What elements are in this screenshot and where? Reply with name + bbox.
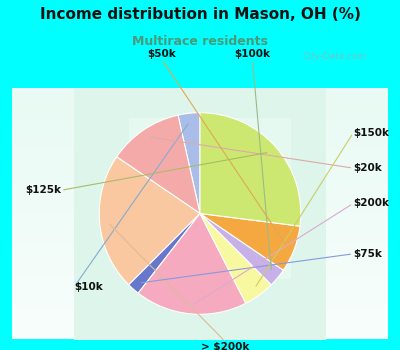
Wedge shape — [200, 214, 271, 303]
Text: $150k: $150k — [353, 128, 389, 138]
Text: $20k: $20k — [353, 163, 382, 173]
Bar — [130, 118, 291, 279]
Text: Income distribution in Mason, OH (%): Income distribution in Mason, OH (%) — [40, 7, 360, 22]
Text: $100k: $100k — [234, 49, 270, 59]
Wedge shape — [200, 113, 301, 226]
Text: > $200k: > $200k — [201, 342, 249, 350]
Text: $50k: $50k — [147, 49, 176, 59]
Wedge shape — [129, 214, 200, 293]
Wedge shape — [178, 113, 200, 214]
Text: City-Data.com: City-Data.com — [302, 52, 366, 61]
Text: Multirace residents: Multirace residents — [132, 35, 268, 48]
Wedge shape — [99, 157, 200, 285]
Wedge shape — [138, 214, 246, 314]
Text: $10k: $10k — [74, 282, 103, 292]
Wedge shape — [117, 115, 200, 214]
Wedge shape — [200, 214, 300, 270]
Wedge shape — [200, 214, 283, 285]
Text: $200k: $200k — [353, 198, 389, 208]
Text: $75k: $75k — [353, 249, 382, 259]
Text: $125k: $125k — [25, 185, 61, 195]
